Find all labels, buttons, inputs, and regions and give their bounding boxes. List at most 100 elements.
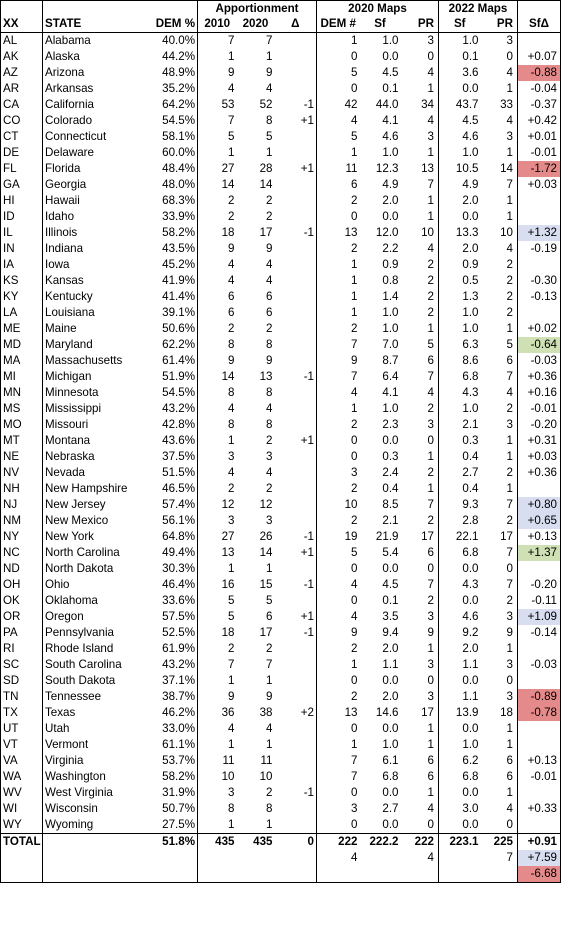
table-row: NH New Hampshire 46.5% 2 2 2 0.4 1 0.4 1 — [0, 481, 561, 497]
cell-dem-pct: 48.0% — [147, 177, 198, 193]
cell-dem-pct: 58.1% — [147, 129, 198, 145]
total-dem-num: 222 — [316, 833, 360, 850]
cell-apportionment-2020: 26 — [259, 530, 273, 543]
cell-pr-2022: 2 — [480, 273, 518, 289]
cell-state-name: Connecticut — [45, 130, 107, 143]
cell-apportionment-2020: 10 — [259, 770, 273, 783]
cell-state-name: Virginia — [45, 754, 84, 767]
table-row: NV Nevada 51.5% 4 4 3 2.4 2 2.7 2 +0.36 — [0, 465, 561, 481]
cell-pr-2022: 3 — [480, 689, 518, 705]
cell-dem-pct: 64.8% — [147, 529, 198, 545]
cell-state-code: AK — [0, 49, 43, 65]
cell-apportionment-2020: 2 — [266, 210, 273, 223]
cell-state-name: Florida — [45, 162, 81, 175]
cell-apportionment-delta — [274, 753, 317, 769]
cell-apportionment-delta — [274, 657, 317, 673]
cell-sf-delta: -0.37 — [530, 98, 557, 111]
cell-state-name: Maine — [45, 322, 77, 335]
cell-sf-2022: 4.5 — [462, 114, 479, 127]
cell-state-code: NC — [0, 545, 43, 561]
cell-apportionment-2020: 7 — [266, 658, 273, 671]
cell-sf-2022: 6.2 — [462, 754, 479, 767]
cell-state-code: RI — [0, 641, 43, 657]
cell-state-code: CT — [0, 129, 43, 145]
cell-pr-2020: 0 — [400, 817, 439, 834]
table-row: KY Kentucky 41.4% 6 6 1 1.4 2 1.3 2 -0.13 — [0, 289, 561, 305]
cell-apportionment-delta — [274, 801, 317, 817]
cell-dem-num: 1 — [351, 146, 358, 159]
cell-pr-2020: 1 — [400, 737, 439, 753]
cell-state-code: IN — [0, 241, 43, 257]
cell-sf-2022: 1.0 — [462, 306, 479, 319]
total-state-empty — [42, 833, 148, 850]
cell-dem-pct: 53.7% — [147, 753, 198, 769]
cell-pr-2020: 6 — [400, 769, 439, 785]
cell-sf-delta: -0.04 — [530, 82, 557, 95]
cell-state-name: West Virginia — [45, 786, 113, 799]
cell-dem-pct: 45.2% — [147, 257, 198, 273]
cell-apportionment-delta: -1 — [274, 97, 317, 113]
cell-pr-2020: 5 — [400, 337, 439, 353]
cell-sf-2022: 0.0 — [462, 722, 479, 735]
cell-apportionment-2020: 8 — [266, 386, 273, 399]
cell-apportionment-delta: -1 — [274, 785, 317, 801]
cell-dem-pct: 61.4% — [147, 353, 198, 369]
cell-dem-num: 7 — [351, 754, 358, 767]
total3-empty — [274, 866, 317, 883]
table-row: CA California 64.2% 53 52 -1 42 44.0 34 43.7 33 -0.… — [0, 97, 561, 113]
cell-state-code: MS — [0, 401, 43, 417]
total-pr-2022: 225 — [480, 833, 518, 850]
cell-apportionment-2010: 13 — [221, 546, 235, 559]
table-row: DE Delaware 60.0% 1 1 1 1.0 1 1.0 1 -0.01 — [0, 145, 561, 161]
cell-pr-2022: 1 — [480, 209, 518, 225]
cell-dem-pct: 33.6% — [147, 593, 198, 609]
cell-sf-delta — [518, 785, 561, 801]
cell-pr-2020: 1 — [400, 321, 439, 337]
cell-dem-pct: 37.1% — [147, 673, 198, 689]
cell-state-code: KY — [0, 289, 43, 305]
cell-pr-2022: 2 — [480, 289, 518, 305]
cell-sf-2022: 4.3 — [462, 386, 479, 399]
cell-apportionment-2010: 3 — [228, 450, 235, 463]
cell-apportionment-delta — [274, 65, 317, 81]
cell-dem-num: 2 — [351, 690, 358, 703]
cell-pr-2020: 7 — [400, 177, 439, 193]
cell-dem-pct: 52.5% — [147, 625, 198, 641]
cell-dem-pct: 62.2% — [147, 337, 198, 353]
cell-pr-2022: 2 — [480, 401, 518, 417]
total3-empty — [0, 866, 43, 883]
cell-apportionment-2010: 2 — [228, 194, 235, 207]
cell-state-name: Rhode Island — [45, 642, 114, 655]
cell-apportionment-2010: 14 — [221, 178, 235, 191]
cell-state-code: WI — [0, 801, 43, 817]
cell-apportionment-2010: 9 — [228, 66, 235, 79]
table-row: IL Illinois 58.2% 18 17 -1 13 12.0 10 13.3 10 +1.32 — [0, 225, 561, 241]
cell-apportionment-delta: +1 — [274, 161, 317, 177]
cell-pr-2020: 1 — [400, 145, 439, 161]
cell-sf-delta — [518, 737, 561, 753]
cell-sf-delta — [518, 641, 561, 657]
cell-dem-num: 4 — [351, 114, 358, 127]
cell-state-code: TN — [0, 689, 43, 705]
cell-dem-pct: 39.1% — [147, 305, 198, 321]
cell-sf-2022: 0.0 — [462, 674, 479, 687]
cell-dem-pct: 46.4% — [147, 577, 198, 593]
cell-apportionment-delta — [274, 465, 317, 481]
cell-sf-2022: 6.8 — [462, 546, 479, 559]
cell-dem-pct: 43.6% — [147, 433, 198, 449]
cell-pr-2022: 1 — [480, 449, 518, 465]
cell-pr-2020: 17 — [400, 705, 439, 721]
cell-state-name: North Carolina — [45, 546, 120, 559]
column-header-pr-2022: PR — [480, 16, 518, 33]
cell-dem-pct: 54.5% — [147, 113, 198, 129]
cell-sf-delta: -0.14 — [530, 626, 557, 639]
header-spacer-xx — [0, 0, 43, 16]
cell-state-code: CO — [0, 113, 43, 129]
cell-state-code: IL — [0, 225, 43, 241]
cell-sf-2022: 0.0 — [462, 82, 479, 95]
cell-sf-2022: 4.6 — [462, 130, 479, 143]
cell-dem-pct: 35.2% — [147, 81, 198, 97]
cell-pr-2022: 1 — [480, 481, 518, 497]
cell-dem-pct: 27.5% — [147, 817, 198, 834]
cell-apportionment-2020: 9 — [266, 242, 273, 255]
